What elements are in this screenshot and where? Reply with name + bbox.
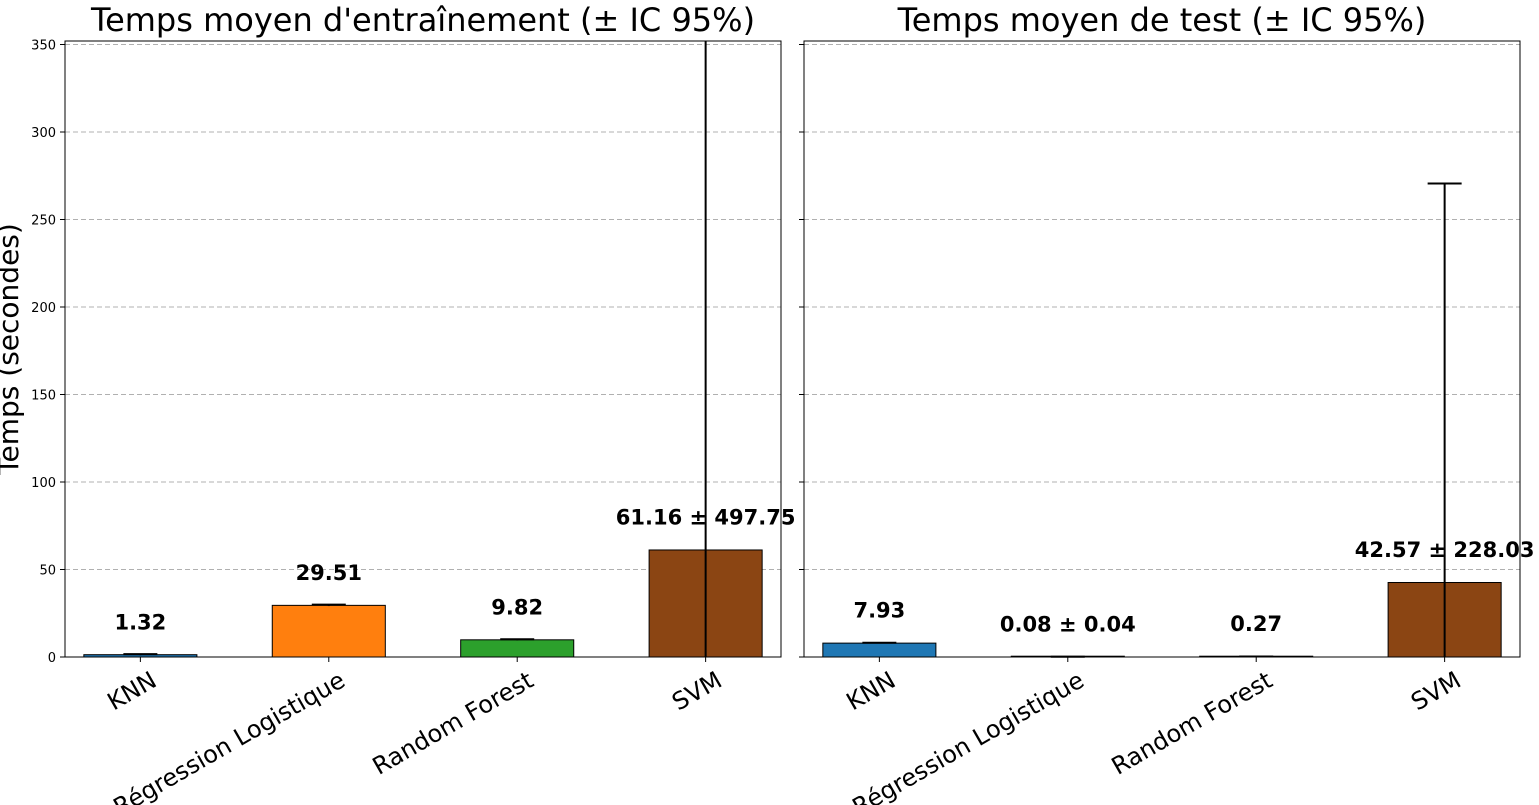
chart-title: Temps moyen d'entraînement (± IC 95%) <box>90 1 755 39</box>
xtick-label-3: SVM <box>667 666 726 716</box>
xtick-label-3: SVM <box>1406 666 1465 716</box>
ytick-label-5: 250 <box>31 214 56 229</box>
chart-title: Temps moyen de test (± IC 95%) <box>897 1 1427 39</box>
data-label-1: 0.08 ± 0.04 <box>1000 612 1136 636</box>
data-label-3: 42.57 ± 228.03 <box>1355 538 1535 562</box>
bar-0 <box>822 642 937 658</box>
xtick-label-0: KNN <box>842 666 901 716</box>
ytick-label-3: 150 <box>31 389 56 404</box>
plot-frame <box>64 40 782 658</box>
data-label-1: 29.51 <box>296 561 362 585</box>
data-label-0: 7.93 <box>853 599 905 623</box>
ytick-label-6: 300 <box>31 126 56 141</box>
y-axis-label: Temps (secondes) <box>0 223 25 476</box>
ytick-label-7: 350 <box>31 39 56 54</box>
data-label-2: 9.82 <box>491 595 543 619</box>
data-label-0: 1.32 <box>114 610 166 634</box>
bar-2 <box>460 639 575 658</box>
xtick-label-2: Random Forest <box>1107 666 1277 781</box>
ytick-label-4: 200 <box>31 301 56 316</box>
ytick-label-0: 0 <box>48 651 56 666</box>
ytick-label-1: 50 <box>39 564 56 579</box>
chart-training-time: 0 50 100 150 200 250 300 350 1.32 29.51 9.82 61.16 … <box>0 1 795 805</box>
data-label-3: 61.16 ± 497.75 <box>616 506 796 530</box>
xtick-label-0: KNN <box>103 666 162 716</box>
plot-frame <box>803 40 1521 658</box>
bar-1 <box>271 604 386 658</box>
xtick-label-2: Random Forest <box>368 666 538 781</box>
ytick-label-2: 100 <box>31 476 56 491</box>
data-label-2: 0.27 <box>1230 612 1282 636</box>
